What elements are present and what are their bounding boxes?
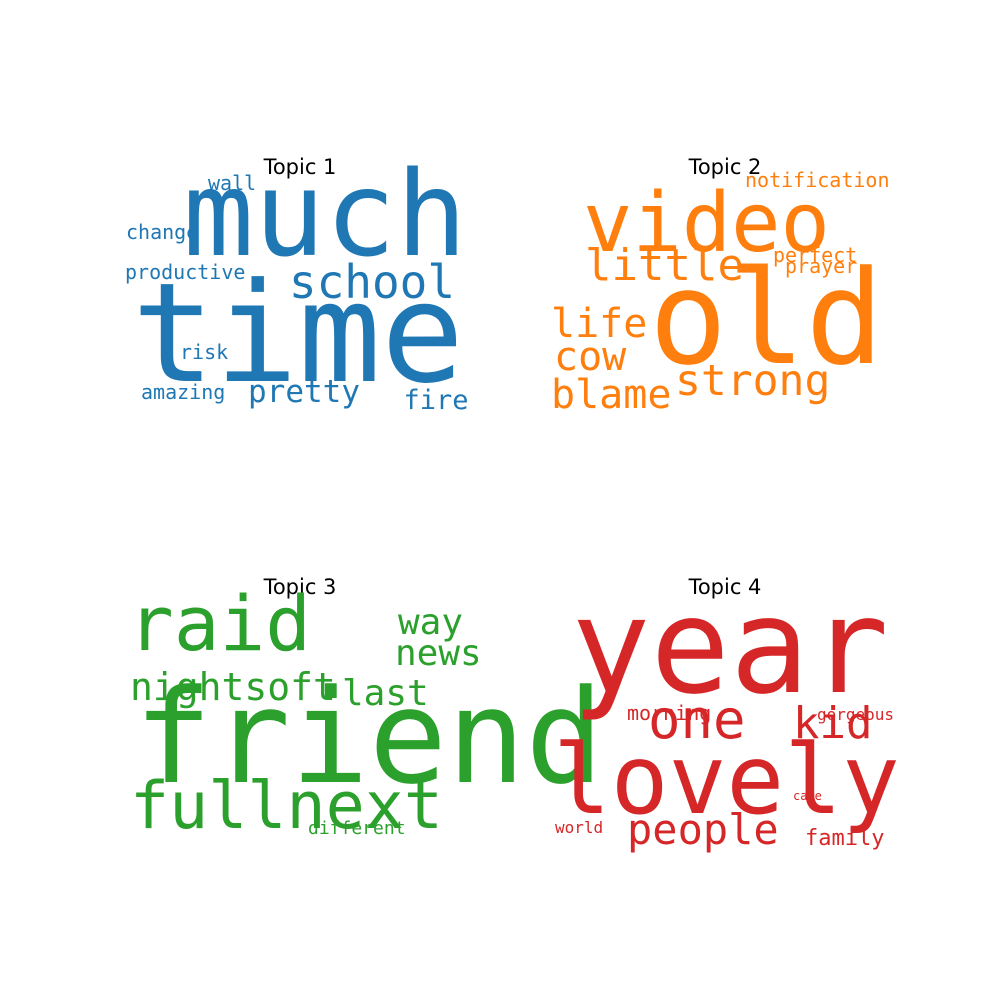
word-last: last (342, 673, 429, 714)
word-productive: productive (125, 260, 245, 284)
word-perfect: perfect (773, 243, 857, 267)
word-much: much (183, 145, 467, 283)
word-fullnext: fullnext (130, 769, 443, 844)
word-cow: cow (554, 334, 627, 380)
topic-1-panel: Topic 1 much time school pretty fire wall chan… (120, 145, 480, 430)
word-morning: morning (627, 701, 711, 725)
word-people: people (627, 805, 779, 854)
word-family: family (805, 826, 884, 851)
word-fire: fire (403, 385, 468, 416)
word-friend: friend (134, 661, 604, 813)
word-kid: kid (793, 698, 872, 749)
word-old: old (649, 242, 884, 394)
word-world: world (555, 818, 603, 837)
word-risk: risk (180, 340, 228, 364)
word-amazing: amazing (141, 380, 225, 404)
topic-4-panel: Topic 4 year lovely one kid people morning gor… (545, 570, 905, 854)
word-care: care (793, 789, 822, 803)
word-different: different (308, 818, 406, 839)
topic-1-title: Topic 1 (263, 155, 337, 179)
word-little: little (585, 240, 744, 291)
word-change: change (126, 220, 198, 244)
word-prayer: prayer (785, 254, 857, 278)
topic-4-title: Topic 4 (688, 575, 762, 599)
word-notification: notification (745, 168, 890, 192)
topic-2-title: Topic 2 (688, 155, 762, 179)
word-strong: strong (675, 356, 830, 406)
word-year: year (571, 570, 889, 724)
word-pretty: pretty (248, 374, 360, 410)
topic-3-title: Topic 3 (263, 575, 337, 599)
word-nightsoft: nightsoft (130, 665, 336, 709)
word-news: news (395, 633, 482, 674)
topic-2-panel: Topic 2 video old little strong blame life cow… (545, 155, 905, 430)
word-wall: wall (208, 171, 256, 195)
word-blame: blame (551, 372, 671, 418)
word-gorgeous: gorgeous (817, 705, 894, 724)
word-raid: raid (128, 579, 311, 668)
word-lovely: lovely (553, 724, 900, 836)
word-video: video (583, 176, 830, 271)
word-life: life (551, 301, 647, 347)
word-one: one (648, 688, 746, 751)
word-school: school (289, 255, 455, 309)
word-way: way (398, 602, 463, 643)
word-time: time (132, 253, 464, 414)
topic-3-panel: Topic 3 raid friend fullnext nightsoft news w… (120, 575, 604, 850)
